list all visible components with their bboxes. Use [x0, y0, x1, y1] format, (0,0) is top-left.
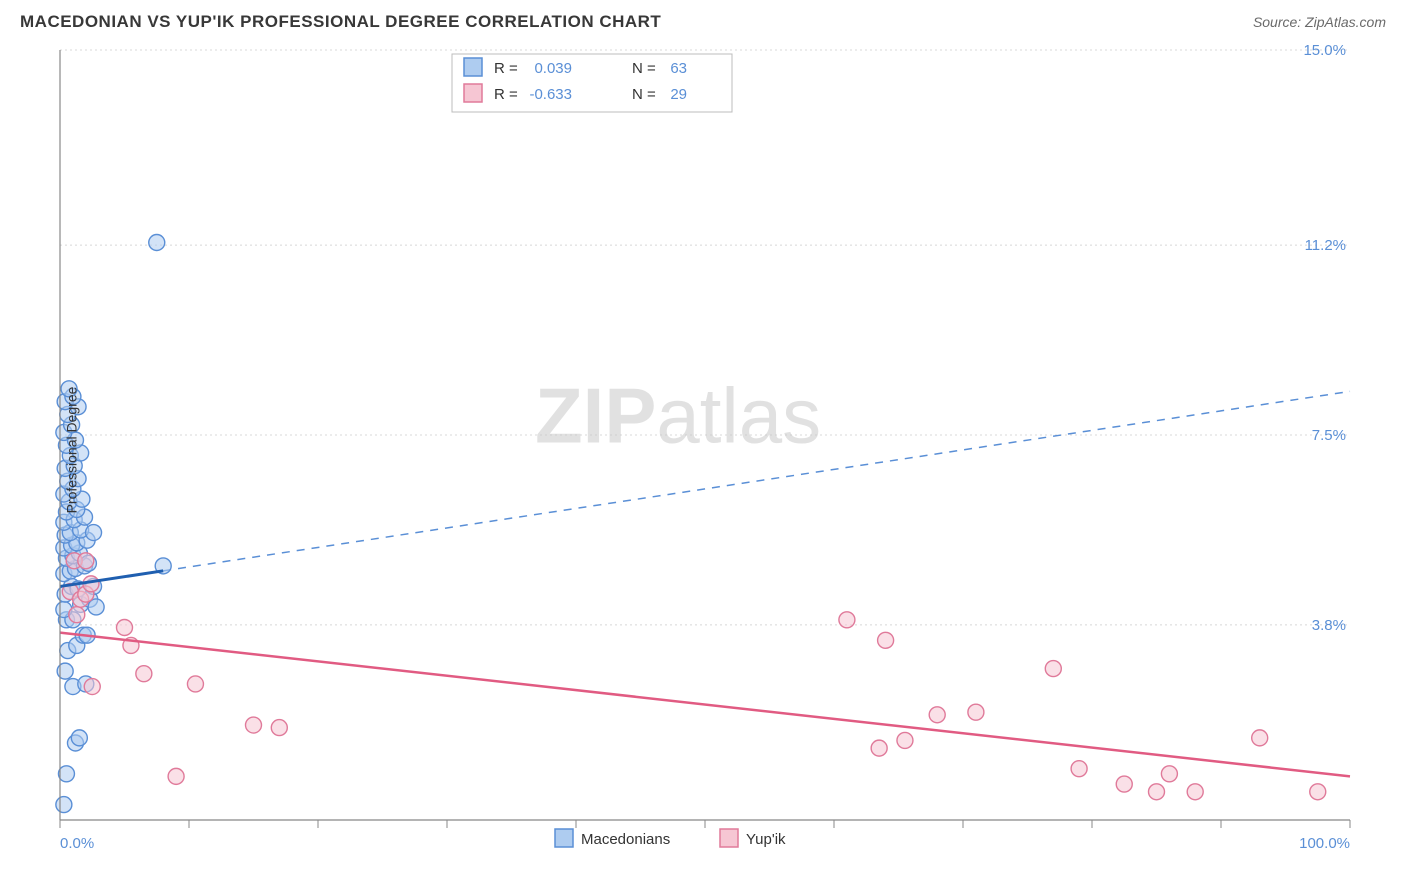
svg-text:11.2%: 11.2%: [1305, 237, 1346, 254]
svg-text:29: 29: [670, 86, 687, 103]
svg-text:100.0%: 100.0%: [1299, 835, 1350, 852]
svg-text:Macedonians: Macedonians: [581, 831, 670, 848]
svg-text:N =: N =: [632, 60, 656, 77]
svg-text:R =: R =: [494, 86, 518, 103]
svg-text:3.8%: 3.8%: [1312, 617, 1346, 634]
chart-title: MACEDONIAN VS YUP'IK PROFESSIONAL DEGREE…: [20, 12, 661, 32]
svg-text:N =: N =: [632, 86, 656, 103]
chart-header: MACEDONIAN VS YUP'IK PROFESSIONAL DEGREE…: [12, 12, 1394, 40]
svg-text:Yup'ik: Yup'ik: [746, 831, 786, 848]
svg-text:0.039: 0.039: [534, 60, 572, 77]
svg-text:63: 63: [670, 60, 687, 77]
y-axis-label: Professional Degree: [63, 387, 79, 514]
chart-container: Professional Degree ZIPatlas 0.0% 100.0% 3.…: [12, 40, 1394, 860]
svg-text:0.0%: 0.0%: [60, 835, 94, 852]
svg-text:-0.633: -0.633: [529, 86, 572, 103]
svg-text:R =: R =: [494, 60, 518, 77]
svg-text:15.0%: 15.0%: [1303, 42, 1346, 59]
scatter-chart: ZIPatlas0.0%100.0%3.8%7.5%11.2%15.0%R = …: [12, 40, 1394, 880]
svg-text:ZIPatlas: ZIPatlas: [535, 372, 821, 460]
chart-source: Source: ZipAtlas.com: [1253, 14, 1386, 30]
svg-text:7.5%: 7.5%: [1312, 427, 1346, 444]
